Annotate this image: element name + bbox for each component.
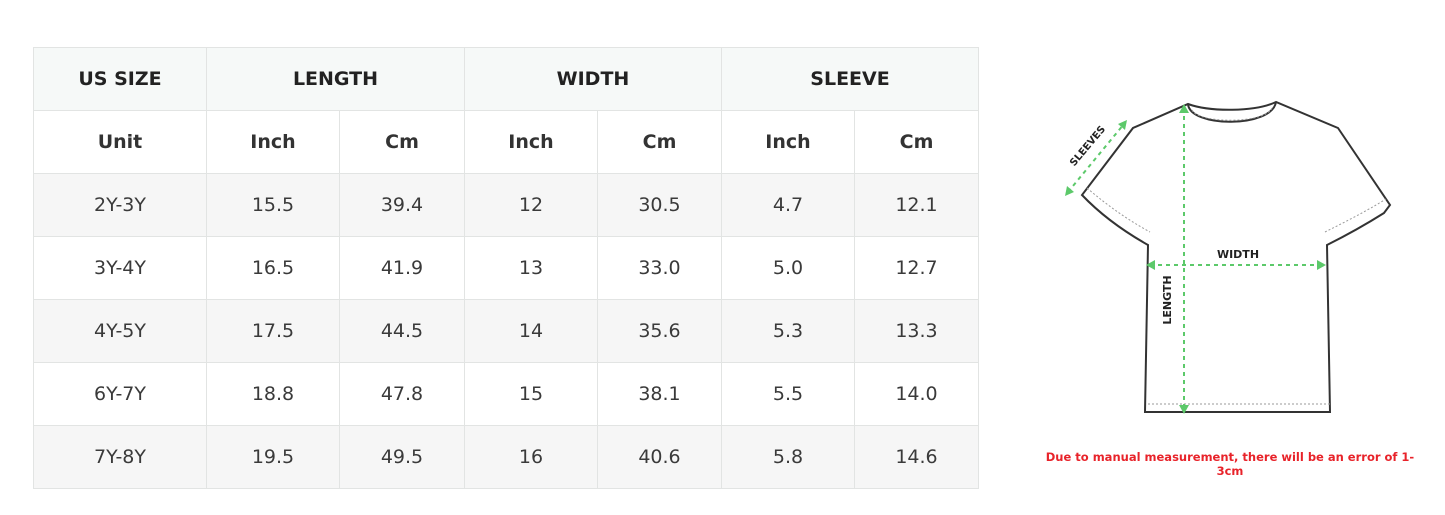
cell: Cm: [854, 110, 979, 174]
cell: 39.4: [339, 173, 465, 237]
cell: Inch: [721, 110, 855, 174]
cell: 13.3: [854, 299, 979, 363]
measure-lines: [1067, 108, 1322, 410]
cell: 33.0: [597, 236, 722, 300]
cell: 35.6: [597, 299, 722, 363]
data-row: 4Y-5Y 17.5 44.5 14 35.6 5.3 13.3: [33, 299, 979, 363]
data-row: 3Y-4Y 16.5 41.9 13 33.0 5.0 12.7: [33, 236, 979, 300]
cell: 15.5: [206, 173, 340, 237]
cell: 4Y-5Y: [33, 299, 207, 363]
cell: Cm: [597, 110, 722, 174]
cell: 5.0: [721, 236, 855, 300]
cell: 14.0: [854, 362, 979, 426]
cell: US SIZE: [33, 47, 207, 111]
cell: 30.5: [597, 173, 722, 237]
cell: 41.9: [339, 236, 465, 300]
cell: 12.1: [854, 173, 979, 237]
cell: 15: [464, 362, 598, 426]
cell: Unit: [33, 110, 207, 174]
cell: 5.5: [721, 362, 855, 426]
cell: 7Y-8Y: [33, 425, 207, 489]
collar-stitch: [1191, 107, 1273, 121]
cell: 4.7: [721, 173, 855, 237]
cell: WIDTH: [464, 47, 722, 111]
cell: 5.3: [721, 299, 855, 363]
shirt-outline: [1080, 100, 1392, 413]
cell: 17.5: [206, 299, 340, 363]
length-label: LENGTH: [1161, 275, 1174, 324]
cell: 13: [464, 236, 598, 300]
cell: 5.8: [721, 425, 855, 489]
cell: 19.5: [206, 425, 340, 489]
cell: 14.6: [854, 425, 979, 489]
cell: Inch: [464, 110, 598, 174]
cell: 14: [464, 299, 598, 363]
unit-header-row: Unit Inch Cm Inch Cm Inch Cm: [33, 110, 979, 174]
cell: 16: [464, 425, 598, 489]
data-row: 2Y-3Y 15.5 39.4 12 30.5 4.7 12.1: [33, 173, 979, 237]
cell: 40.6: [597, 425, 722, 489]
cell: 49.5: [339, 425, 465, 489]
cell: Inch: [206, 110, 340, 174]
shirt-diagram: WIDTH LENGTH SLEEVES: [1065, 100, 1392, 414]
cell: 38.1: [597, 362, 722, 426]
cell: SLEEVE: [721, 47, 979, 111]
stitch: [1086, 187, 1387, 405]
data-row: 7Y-8Y 19.5 49.5 16 40.6 5.8 14.6: [33, 425, 979, 489]
cell: 6Y-7Y: [33, 362, 207, 426]
cell: 12.7: [854, 236, 979, 300]
cell: 12: [464, 173, 598, 237]
cell: 2Y-3Y: [33, 173, 207, 237]
cell: 18.8: [206, 362, 340, 426]
arrow-heads: [1065, 104, 1326, 414]
cell: 44.5: [339, 299, 465, 363]
group-header-row: US SIZE LENGTH WIDTH SLEEVE: [33, 47, 979, 111]
size-table: US SIZE LENGTH WIDTH SLEEVE Unit Inch Cm Inch Cm…: [33, 47, 979, 489]
cell: Cm: [339, 110, 465, 174]
cell: 47.8: [339, 362, 465, 426]
note: Due to manual measurement, there will be…: [1045, 450, 1415, 478]
data-row: 6Y-7Y 18.8 47.8 15 38.1 5.5 14.0: [33, 362, 979, 426]
sleeves-label: SLEEVES: [1068, 124, 1108, 169]
cell: 16.5: [206, 236, 340, 300]
cell: 3Y-4Y: [33, 236, 207, 300]
cell: LENGTH: [206, 47, 465, 111]
width-label: WIDTH: [1217, 248, 1259, 261]
